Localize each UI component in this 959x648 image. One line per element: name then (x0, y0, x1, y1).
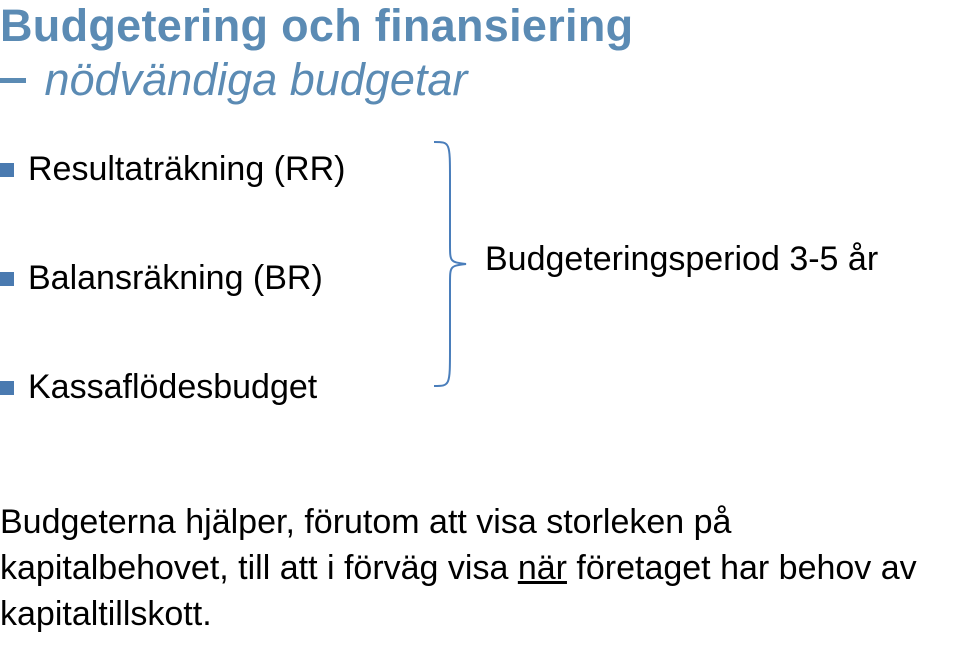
list-item: Balansräkning (BR) (0, 259, 500, 298)
budget-period-label: Budgeteringsperiod 3-5 år (485, 240, 878, 279)
list-item: Kassaflödesbudget (0, 368, 500, 407)
bullet-list: Resultaträkning (RR) Balansräkning (BR) … (0, 150, 500, 407)
bullet-label: Kassaflödesbudget (28, 368, 317, 407)
title-line-2: nödvändiga budgetar (0, 54, 650, 106)
paragraph-underlined: när (518, 549, 567, 587)
bullet-square-icon (0, 381, 14, 395)
slide-title: Budgetering och finansiering nödvändiga … (0, 0, 650, 106)
bullet-square-icon (0, 272, 14, 286)
list-item: Resultaträkning (RR) (0, 150, 500, 189)
bullet-label: Resultaträkning (RR) (28, 150, 345, 189)
bullet-label: Balansräkning (BR) (28, 259, 323, 298)
title-line-1: Budgetering och finansiering (0, 0, 650, 52)
summary-paragraph: Budgeterna hjälper, förutom att visa sto… (0, 500, 955, 638)
title-line-2-text: nödvändiga budgetar (32, 54, 467, 105)
title-dash (0, 78, 26, 83)
curly-brace-icon (432, 140, 468, 388)
bullet-square-icon (0, 163, 14, 177)
